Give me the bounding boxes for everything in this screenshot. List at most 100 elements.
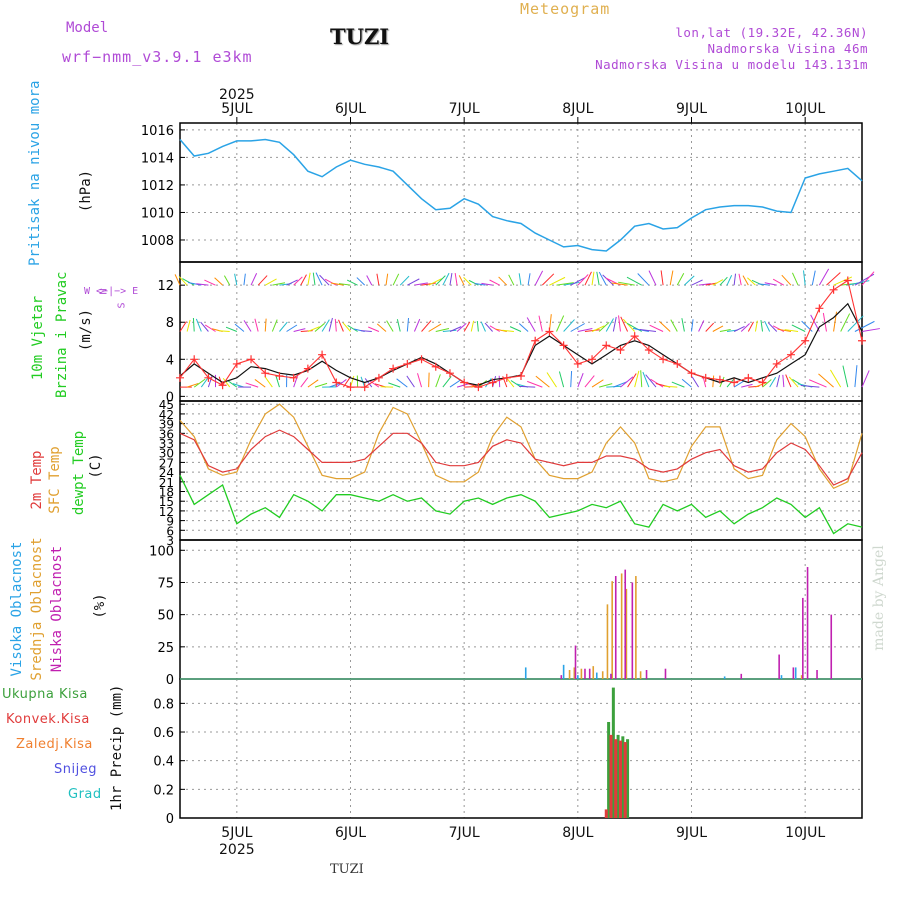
precip-bar [618,740,622,818]
wind-arrow [760,319,764,332]
precip-bar [626,739,630,818]
wind-gust-line [179,279,863,388]
wind-arrow [396,319,401,332]
precip-bar [609,734,613,818]
wind-arrow [435,374,441,388]
wind-arrow [784,329,799,332]
wind-arrow [591,379,604,388]
wind-arrow [740,323,750,332]
wind-arrow [417,373,423,388]
pressure-label: Pritisak na nivou mora [27,80,43,266]
gust-marker [275,371,284,380]
y-tick-label: 36 [159,427,174,441]
wind-arrow [200,375,210,388]
wind-arrow [480,321,486,332]
wind-arrow [826,272,841,286]
wind-arrow [803,270,806,286]
pressure-unit: (hPa) [78,169,94,213]
y-tick-label: 1016 [141,124,174,139]
wind-arrow [193,378,206,388]
wind-arrow [300,377,309,388]
wind-arrow [758,283,770,286]
wind-arrow [591,271,595,286]
wind-arrow [563,319,575,332]
wind-arrow [684,275,695,286]
wind-arrow [279,283,292,286]
wind-arrow [454,272,458,286]
y-tick-label: 33 [159,437,174,451]
pressure-line [179,138,863,252]
gust-marker [403,359,412,368]
wind-arrow [535,375,550,388]
wind-arrow [342,322,351,332]
wind-arrow [634,370,640,388]
wind-arrow [726,378,735,388]
wind-arrow [385,273,389,286]
wind-arrow [861,370,870,388]
top-day-label: 10JUL [785,101,825,117]
wind-arrow [818,373,834,388]
legend-hail: Grad [68,787,102,802]
wind-arrow [741,383,753,388]
wind-arrow [762,379,772,388]
wind-arrow [223,275,231,286]
wind-arrow [645,374,657,388]
wind-arrow [342,376,352,388]
y-tick-label: 9 [166,515,174,529]
gust-marker [573,359,582,368]
panel-frame-4 [179,539,863,680]
legend-total-rain: Ukupna Kisa [2,687,88,702]
wind-arrow [179,321,187,332]
legend-convective-rain: Konvek.Kisa [6,712,90,727]
wind-arrow [650,378,664,388]
wind-arrow [360,376,366,388]
y-tick-label: 30 [159,447,174,461]
wind-arrow [705,322,715,332]
wind-arrow [548,314,552,332]
y-tick-label: 75 [157,576,174,591]
wind-arrow [307,326,320,332]
wind-arrow [570,277,586,286]
wind-arrow [350,375,355,388]
wind-arrow [478,380,487,388]
wind-arrow [347,325,358,332]
wind-arrow [353,328,365,332]
gust-marker [531,336,540,345]
wind-arrow [534,270,544,286]
wind-arrow [577,373,584,388]
wind-arrow [428,278,442,286]
wind-arrow [388,382,401,388]
gust-marker [772,359,781,368]
wind-arrow [606,385,622,388]
wind-arrow [712,375,715,388]
wind-arrow [598,321,610,332]
wind-arrow [751,279,763,286]
wind-arrow [526,317,536,332]
wind-arrow [300,330,313,332]
wind-arrow [254,318,259,332]
gust-marker [261,369,270,378]
wind-arrow [254,379,266,388]
wind-arrow [642,371,650,388]
wind-arrow [293,328,306,332]
precip-bar [607,721,611,818]
wind-arrow [516,383,529,388]
wind-arrow [702,375,707,388]
wind-arrow [659,320,671,332]
gust-marker [673,359,682,368]
y-tick-label: 100 [149,544,174,559]
temp-unit: (C) [88,453,104,479]
wind-arrow [250,273,258,286]
model-altitude-info: Nadmorska Visina u modelu 143.131m [595,57,868,72]
wind-arrow [232,383,245,388]
wind-arrow [733,273,737,286]
wind-arrow [681,378,692,388]
sfc-temp-line [179,403,863,490]
wind-arrow [474,283,486,286]
top-day-label: 7JUL [449,101,480,117]
panel-frame-1 [179,122,863,263]
wind-arrow [498,375,501,388]
wind-arrow [319,274,330,286]
wind-arrow [549,276,566,286]
